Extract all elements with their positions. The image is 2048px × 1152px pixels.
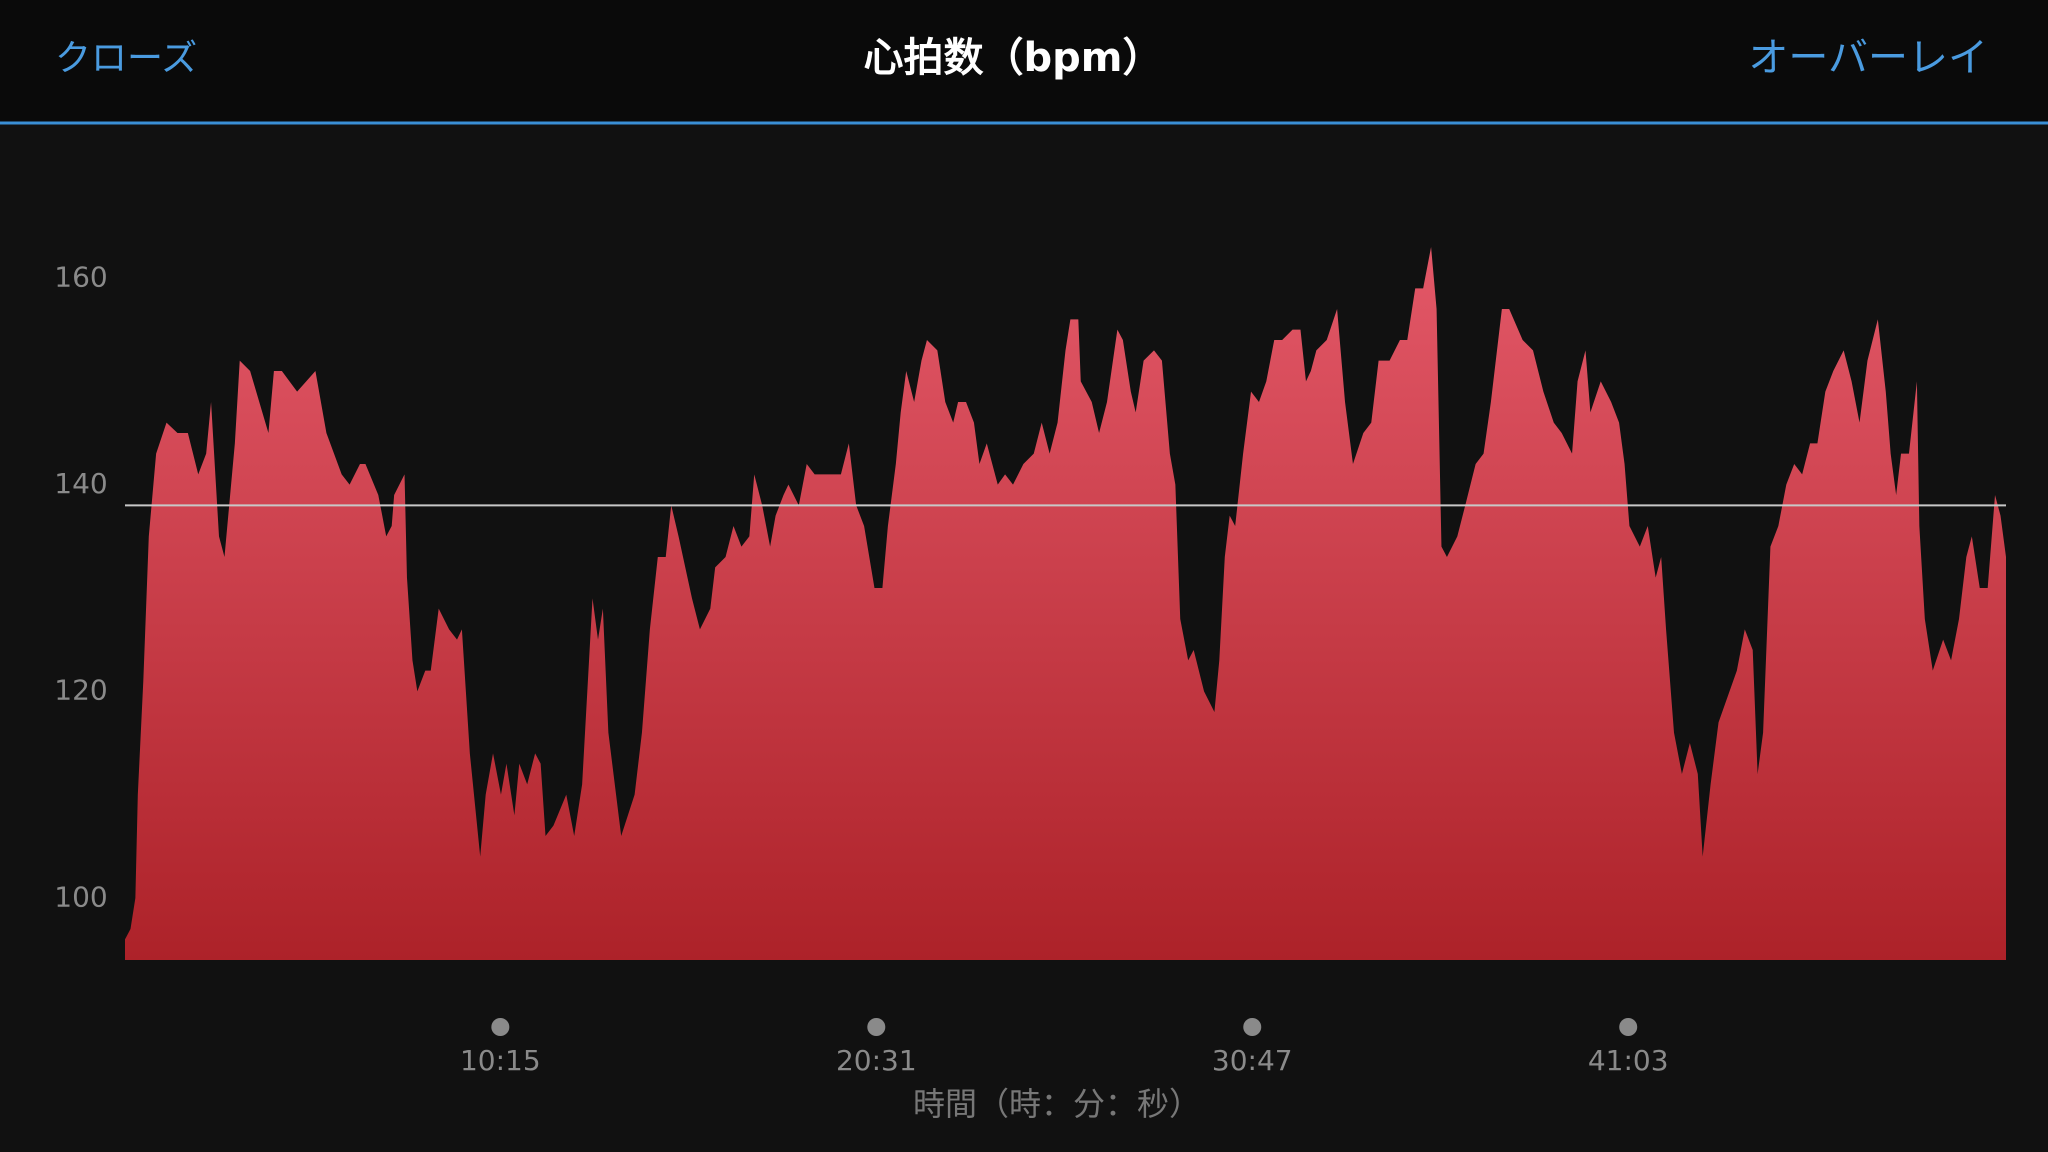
heart-rate-area [125,247,2006,960]
x-tick-dot [491,1018,510,1036]
x-tick-label: 20:31 [836,1044,917,1077]
screen-title: 心拍数（bpm） [864,35,1163,81]
x-tick-dot [1243,1018,1262,1036]
plot-area: 100 120 140 160 10:15 20:31 30:47 41:03 [54,247,2006,1077]
header-bar [0,0,2048,123]
x-tick-dot [867,1018,886,1036]
x-tick-label: 10:15 [460,1044,541,1077]
x-tick-label: 30:47 [1212,1044,1293,1077]
close-button[interactable]: クローズ [55,38,197,79]
y-tick-label: 120 [54,674,107,707]
overlay-button[interactable]: オーバーレイ [1748,35,1988,81]
y-tick-label: 140 [54,467,107,500]
y-tick-label: 160 [54,260,107,293]
x-tick-dot [1619,1018,1638,1036]
x-tick-label: 41:03 [1588,1044,1669,1077]
x-axis-title: 時間（時：分：秒） [913,1085,1201,1123]
y-tick-label: 100 [54,880,107,913]
